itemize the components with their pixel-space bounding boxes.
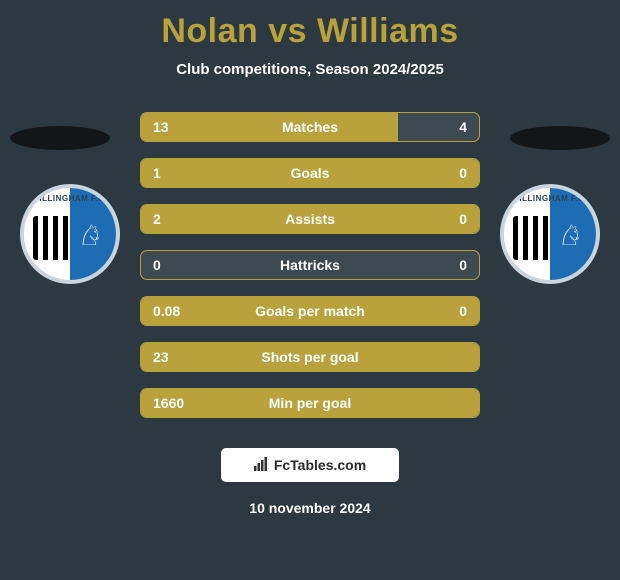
footer-logo-text: FcTables.com [274,457,366,473]
badge-stripes [513,216,550,260]
stat-row-hattricks: 0Hattricks0 [140,250,480,280]
stat-right-value: 0 [459,303,467,319]
horse-icon: ♘ [558,219,583,252]
chart-icon [254,457,268,474]
stat-row-min-per-goal: 1660Min per goal [140,388,480,418]
badge-stripes [33,216,70,260]
comparison-card: Nolan vs Williams Club competitions, Sea… [0,0,620,580]
stat-right-value: 0 [459,257,467,273]
player-right-badge: GILLINGHAM F.C. ♘ [500,184,600,284]
stat-row-assists: 2Assists0 [140,204,480,234]
badge-ring-text: GILLINGHAM F.C. [504,194,596,203]
stat-row-goals: 1Goals0 [140,158,480,188]
stat-rows: 13Matches41Goals02Assists00Hattricks00.0… [140,112,480,434]
page-title: Nolan vs Williams [161,12,458,51]
badge-ring-text: GILLINGHAM F.C. [24,194,116,203]
stat-row-goals-per-match: 0.08Goals per match0 [140,296,480,326]
subtitle: Club competitions, Season 2024/2025 [176,61,444,78]
player-left-badge: GILLINGHAM F.C. ♘ [20,184,120,284]
stat-right-value: 0 [459,211,467,227]
stat-label: Hattricks [141,257,479,273]
horse-icon: ♘ [78,219,103,252]
player-right-shadow [510,126,610,150]
stat-label: Matches [141,119,479,135]
stat-right-value: 4 [459,119,467,135]
stat-label: Min per goal [141,395,479,411]
stat-right-value: 0 [459,165,467,181]
stat-row-matches: 13Matches4 [140,112,480,142]
fctables-logo[interactable]: FcTables.com [221,448,399,482]
stat-row-shots-per-goal: 23Shots per goal [140,342,480,372]
player-left-shadow [10,126,110,150]
stat-label: Shots per goal [141,349,479,365]
stat-label: Assists [141,211,479,227]
stat-label: Goals per match [141,303,479,319]
stat-label: Goals [141,165,479,181]
footer-date: 10 november 2024 [249,500,370,516]
